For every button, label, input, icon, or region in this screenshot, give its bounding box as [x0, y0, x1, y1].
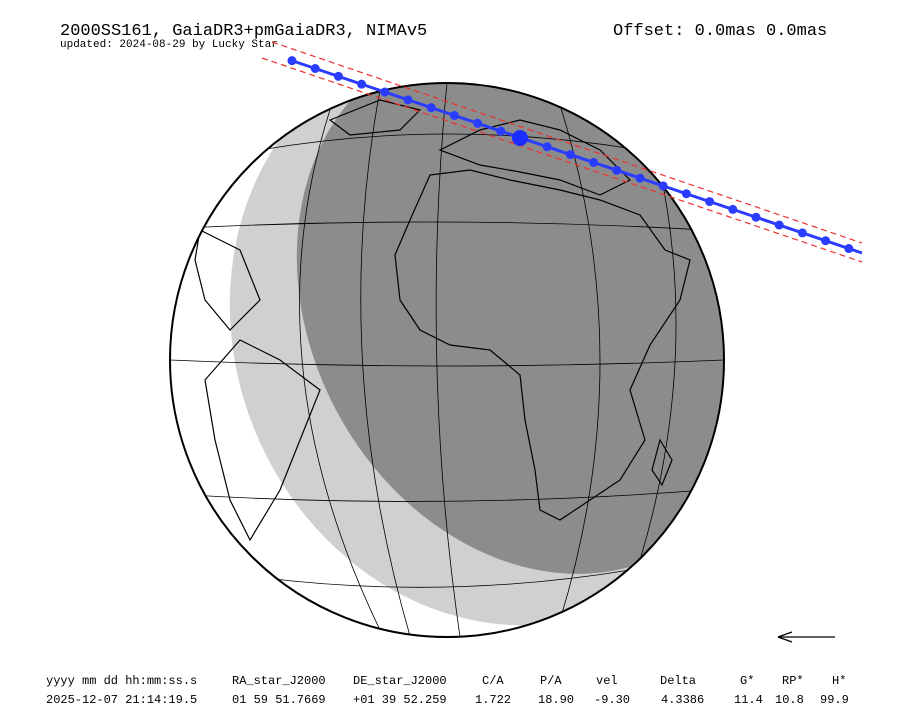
column-header: RA_star_J2000 [232, 674, 326, 688]
time-marker [612, 165, 622, 175]
time-marker [357, 79, 367, 89]
cell: 01 59 51.7669 [232, 693, 326, 707]
column-header: G* [740, 674, 754, 688]
ephemeris-table: yyyy mm dd hh:mm:ss.s RA_star_J2000 DE_sta… [46, 674, 849, 707]
time-marker [844, 244, 854, 254]
globe-outline [169, 82, 725, 638]
graticule [170, 83, 724, 637]
column-header: H* [832, 674, 846, 688]
time-marker [774, 220, 784, 230]
column-header: RP* [782, 674, 804, 688]
offset: Offset: 0.0mas 0.0mas [613, 22, 827, 41]
time-marker [403, 95, 413, 105]
time-marker [287, 56, 297, 66]
cell: +01 39 52.259 [353, 693, 447, 707]
path-limit [271, 41, 863, 244]
globe [170, 83, 724, 637]
column-header: vel [596, 674, 618, 688]
direction-arrow [777, 631, 835, 643]
time-marker [658, 181, 668, 191]
path-limit [261, 57, 863, 263]
cell: 4.3386 [661, 693, 704, 707]
time-marker [797, 228, 807, 238]
time-marker [821, 236, 831, 246]
cell: 2025-12-07 21:14:19.5 [46, 693, 197, 707]
time-marker [449, 110, 459, 120]
cell: 10.8 [775, 693, 804, 707]
column-header: yyyy mm dd hh:mm:ss.s [46, 674, 197, 688]
column-header: Delta [660, 674, 696, 688]
time-marker [589, 157, 599, 167]
time-marker [751, 212, 761, 222]
time-marker [496, 126, 506, 136]
time-marker [635, 173, 645, 183]
cell: 11.4 [734, 693, 763, 707]
column-header: DE_star_J2000 [353, 674, 447, 688]
title: 2000SS161, GaiaDR3+pmGaiaDR3, NIMAv5 [60, 22, 427, 41]
shadow-path [261, 41, 863, 263]
time-marker [333, 71, 343, 81]
coastlines [194, 99, 691, 542]
time-marker [380, 87, 390, 97]
time-marker [681, 189, 691, 199]
column-header: C/A [482, 674, 504, 688]
time-marker [728, 204, 738, 214]
closest-approach [512, 130, 528, 146]
time-marker [473, 118, 483, 128]
subtitle: updated: 2024-08-29 by Lucky Star [60, 39, 278, 51]
cell: 18.90 [538, 693, 574, 707]
time-marker [426, 103, 436, 113]
time-marker [542, 142, 552, 152]
time-marker [705, 197, 715, 207]
time-marker [310, 64, 320, 74]
cell: 99.9 [820, 693, 849, 707]
cell: 1.722 [475, 693, 511, 707]
column-header: P/A [540, 674, 562, 688]
time-marker [565, 150, 575, 160]
cell: -9.30 [594, 693, 630, 707]
